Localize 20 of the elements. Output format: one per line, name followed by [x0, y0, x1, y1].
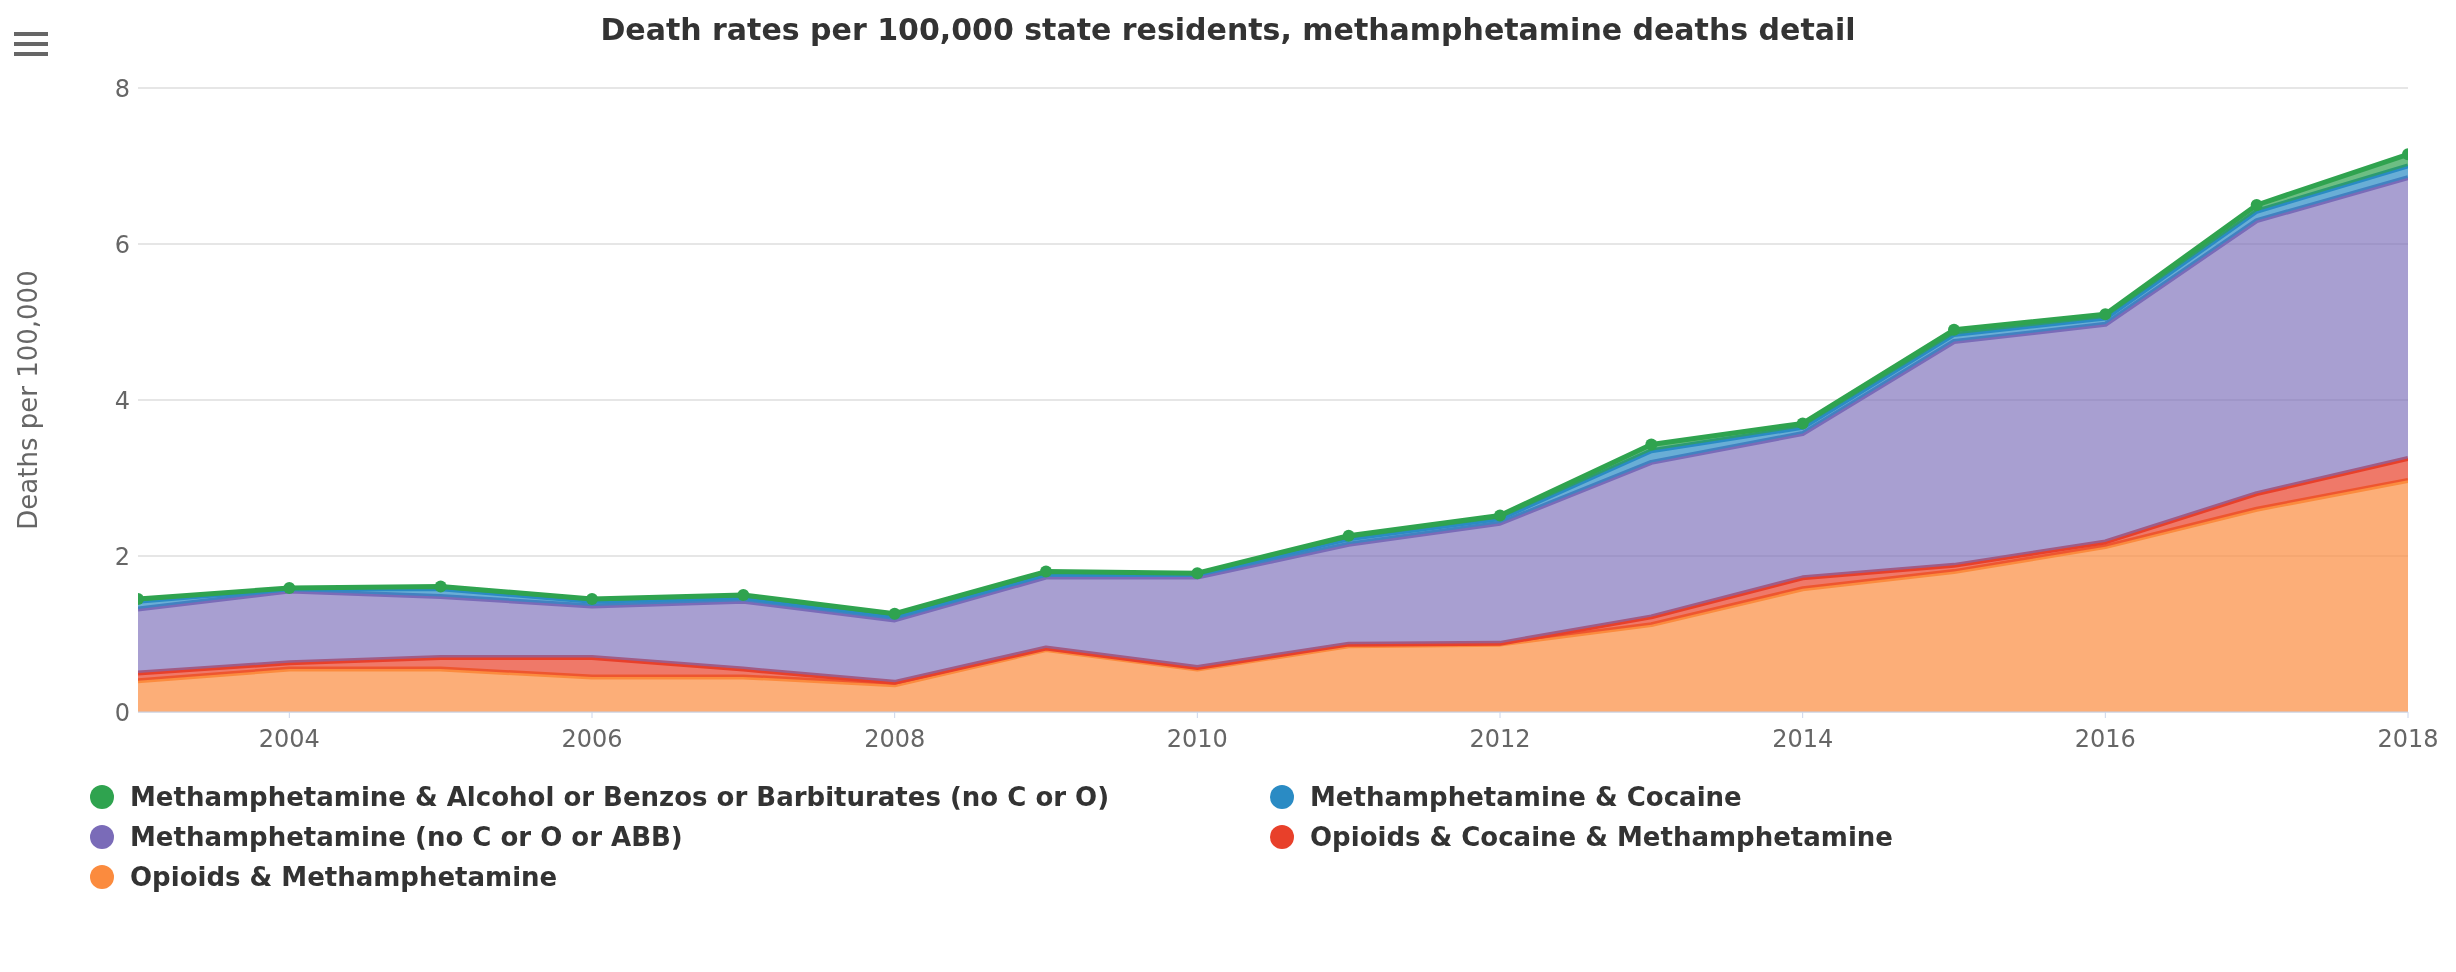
y-tick-label: 4	[114, 386, 130, 415]
x-tick-label: 2012	[1469, 725, 1531, 754]
y-tick-label: 2	[114, 542, 130, 571]
x-tick-label: 2004	[258, 725, 320, 754]
legend-label: Methamphetamine & Cocaine	[1310, 782, 1742, 812]
legend-label: Methamphetamine & Alcohol or Benzos or Barbiturates (no C or O)	[130, 782, 1110, 812]
y-tick-label: 0	[114, 698, 130, 727]
x-tick-label: 2010	[1166, 725, 1228, 754]
x-tick-label: 2018	[2377, 725, 2439, 754]
legend-label: Opioids & Methamphetamine	[130, 862, 558, 892]
chart-title: Death rates per 100,000 state residents, methamphetamine deaths detail	[599, 11, 1857, 49]
y-axis-title: Deaths per 100,000	[13, 270, 44, 530]
legend-label: Methamphetamine (no C or O or ABB)	[130, 822, 683, 852]
x-tick-label: 2006	[561, 725, 623, 754]
x-tick-label: 2014	[1772, 725, 1834, 754]
y-tick-label: 6	[114, 230, 130, 259]
legend-label: Opioids & Cocaine & Methamphetamine	[1310, 822, 1893, 852]
y-tick-label: 8	[114, 74, 130, 103]
x-tick-label: 2008	[864, 725, 926, 754]
x-tick-label: 2016	[2074, 725, 2136, 754]
